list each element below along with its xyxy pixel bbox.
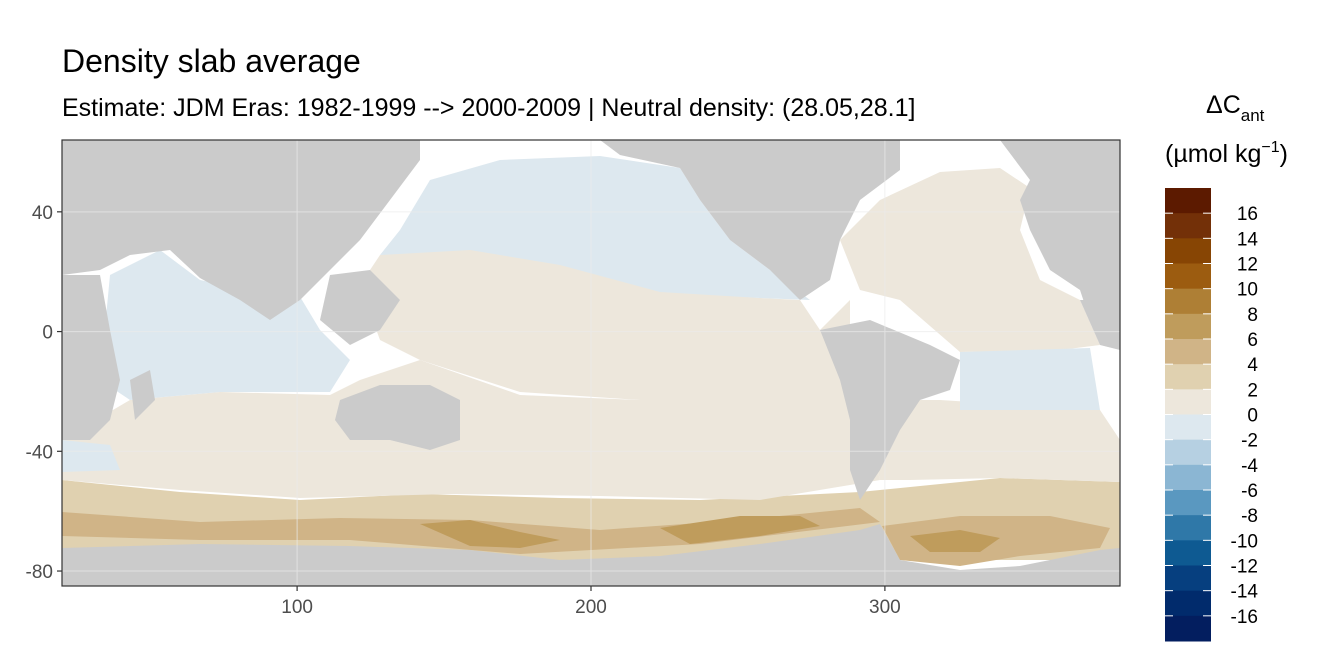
legend-unit: (µmol kg−1): [1165, 139, 1288, 168]
y-axis: 40 0 -40 -80: [26, 203, 62, 583]
colorbar-tick-label: 8: [1247, 305, 1258, 326]
colorbar-swatch: [1165, 464, 1211, 491]
colorbar-ticks: 16 14 12 10 8 6 4 2 0 -2 -4 -6 -8 -10 -12 -14 -16: [1165, 204, 1258, 628]
north-pacific: [380, 156, 810, 300]
colorbar-swatch: [1165, 615, 1211, 642]
y-tick-label: -40: [26, 442, 53, 463]
colorbar-tick-label: 10: [1237, 280, 1258, 301]
colorbar-swatch: [1165, 414, 1211, 441]
colorbar-swatch: [1165, 213, 1211, 239]
colorbar-tick-label: 14: [1237, 229, 1259, 250]
colorbar-tick-label: 0: [1247, 406, 1258, 427]
legend-title: ΔCant: [1206, 91, 1265, 125]
colorbar-swatch: [1165, 389, 1211, 415]
colorbar-tick-label: -10: [1231, 531, 1258, 552]
colorbar-swatch: [1165, 565, 1211, 592]
weddell-patch: [910, 530, 1000, 552]
land-greenland-europe: [1000, 140, 1120, 320]
grid-lines: [62, 140, 1120, 586]
y-tick-label: -80: [26, 562, 53, 583]
ross-sea-patch: [420, 520, 560, 548]
colorbar-tick-label: -12: [1231, 557, 1258, 578]
land-north-america: [600, 140, 900, 300]
colorbar-legend: ΔCant (µmol kg−1) 16 14 12 10 8 6 4 2 0 -2 -4 -6 -8 -…: [1165, 91, 1288, 642]
land: [62, 140, 1120, 586]
colorbar: [1165, 188, 1211, 642]
weddell-sea-region: [882, 516, 1110, 566]
colorbar-tick-label: 16: [1237, 204, 1258, 225]
colorbar-swatch: [1165, 590, 1211, 617]
land-africa-east: [1080, 300, 1120, 350]
colorbar-swatch: [1165, 188, 1211, 214]
colorbar-tick-label: -4: [1241, 456, 1258, 477]
land-madagascar: [130, 370, 155, 420]
colorbar-tick-label: -16: [1231, 607, 1258, 628]
colorbar-swatch: [1165, 490, 1211, 516]
land-southeast-asia: [320, 270, 400, 345]
colorbar-tick-label: 12: [1237, 255, 1258, 276]
y-tick-label: 40: [32, 203, 53, 224]
colorbar-tick-label: 4: [1247, 355, 1258, 376]
land-south-america: [820, 320, 960, 500]
south-indian-pacific: [62, 360, 880, 500]
x-tick-label: 100: [281, 597, 313, 618]
chart-subtitle: Estimate: JDM Eras: 1982-1999 --> 2000-2…: [62, 94, 916, 122]
southwest-indian-patch: [62, 440, 120, 472]
land-eurasia: [62, 140, 420, 320]
chart-title: Density slab average: [62, 43, 361, 79]
colorbar-swatch: [1165, 339, 1211, 365]
equatorial-pacific: [360, 245, 850, 402]
colorbar-swatch: [1165, 540, 1211, 566]
land-antarctica: [62, 524, 1120, 586]
colorbar-swatch: [1165, 515, 1211, 541]
colorbar-swatch: [1165, 439, 1211, 466]
x-tick-label: 200: [575, 597, 607, 618]
colorbar-tick-label: -8: [1241, 506, 1258, 527]
colorbar-swatch: [1165, 238, 1211, 264]
colorbar-swatch: [1165, 364, 1211, 390]
colorbar-tick-label: -14: [1231, 582, 1259, 603]
colorbar-swatch: [1165, 288, 1211, 315]
x-tick-label: 300: [869, 597, 901, 618]
map-layers: [62, 140, 1120, 586]
amundsen-patch: [660, 516, 820, 544]
y-tick-label: 0: [42, 323, 53, 344]
north-atlantic: [840, 168, 1100, 352]
colorbar-swatch: [1165, 263, 1211, 290]
colorbar-tick-label: 2: [1247, 380, 1258, 401]
map-panel: [61, 139, 1121, 587]
x-axis: 100 200 300: [281, 586, 901, 618]
south-atlantic: [860, 400, 1120, 482]
land-australia: [335, 385, 460, 450]
land-africa: [62, 275, 120, 440]
tropical-south-atlantic: [960, 348, 1100, 410]
colorbar-swatch: [1165, 313, 1211, 340]
colorbar-tick-label: 6: [1247, 330, 1258, 351]
colorbar-tick-label: -6: [1241, 481, 1258, 502]
colorbar-tick-label: -2: [1241, 431, 1258, 452]
